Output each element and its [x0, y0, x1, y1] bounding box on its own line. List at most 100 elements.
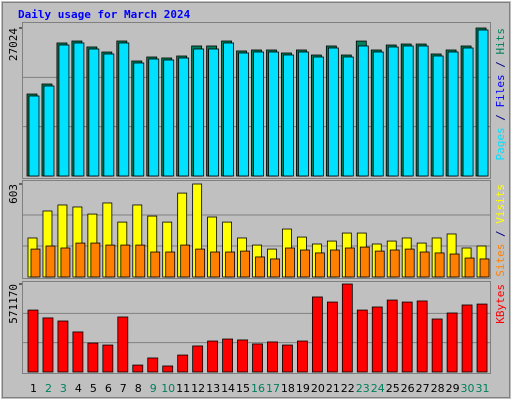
bar: [404, 248, 415, 278]
legend-separator: /: [494, 108, 507, 128]
bar: [359, 246, 370, 278]
x-tick-label: 17: [266, 382, 280, 395]
bar: [416, 300, 428, 373]
bar: [57, 320, 69, 373]
x-tick-label: 15: [236, 382, 250, 395]
x-tick-label: 28: [431, 382, 445, 395]
bar: [237, 339, 248, 373]
bar: [90, 242, 101, 278]
bar: [329, 249, 340, 278]
x-tick-label: 23: [356, 382, 370, 395]
bar: [135, 244, 146, 278]
bar: [120, 244, 131, 278]
bar: [118, 42, 130, 177]
y-tick-label: 571170: [7, 284, 20, 324]
bar: [255, 256, 265, 278]
bar: [42, 317, 54, 373]
bar: [240, 250, 250, 278]
bar: [386, 299, 398, 373]
bar: [150, 251, 161, 278]
bar: [103, 53, 115, 177]
bar: [447, 51, 459, 177]
x-tick-label: 5: [90, 382, 97, 395]
x-tick-label: 29: [446, 382, 460, 395]
bar: [327, 47, 339, 177]
bar: [267, 341, 278, 373]
bar: [75, 242, 86, 278]
x-tick-label: 8: [135, 382, 142, 395]
legend-separator: /: [494, 55, 507, 75]
legend-entry: Sites: [494, 244, 507, 277]
x-tick-label: 19: [296, 382, 310, 395]
bar: [45, 245, 56, 278]
x-tick-label: 27: [416, 382, 430, 395]
bar: [117, 316, 129, 373]
bar: [58, 44, 70, 177]
bar: [371, 306, 383, 373]
bar: [193, 48, 205, 177]
bar: [30, 248, 41, 278]
bar: [147, 357, 159, 373]
bar: [401, 301, 413, 373]
bar: [285, 247, 295, 278]
x-tick-label: 11: [176, 382, 190, 395]
bar: [419, 251, 430, 278]
x-tick-label: 1: [30, 382, 37, 395]
bar: [342, 56, 354, 177]
bar: [389, 249, 400, 278]
legend-entry: Hits: [494, 28, 507, 55]
bar: [132, 364, 144, 373]
x-tick-label: 6: [105, 382, 112, 395]
bar: [298, 51, 309, 177]
bar: [431, 318, 443, 373]
bar: [43, 85, 55, 177]
bar: [356, 309, 368, 373]
x-tick-label: 4: [75, 382, 82, 395]
x-tick-label: 2: [45, 382, 52, 395]
bar: [462, 47, 474, 177]
x-tick-label: 22: [341, 382, 355, 395]
bar: [357, 45, 369, 177]
bar: [105, 244, 116, 278]
bar: [432, 55, 444, 177]
bar: [270, 258, 280, 278]
bar: [446, 312, 458, 373]
bar: [27, 309, 39, 373]
x-tick-label: 21: [326, 382, 340, 395]
legend-entry: Pages: [494, 127, 507, 160]
bar: [434, 252, 445, 278]
legend-separator: /: [494, 224, 507, 244]
bar: [208, 48, 220, 177]
x-tick-label: 16: [251, 382, 265, 395]
bar: [133, 62, 145, 177]
bar: [341, 283, 353, 373]
x-tick-label: 13: [206, 382, 220, 395]
bar: [88, 48, 100, 177]
bar: [195, 248, 206, 278]
bar: [165, 251, 176, 278]
x-tick-label: 7: [120, 382, 127, 395]
bar: [210, 251, 221, 278]
bar: [222, 338, 233, 373]
bar: [252, 343, 263, 373]
legend-entry: Files: [494, 74, 507, 107]
bar: [72, 331, 84, 373]
bar: [314, 252, 325, 278]
legend: Sites / Visits: [494, 184, 507, 277]
x-tick-label: 25: [386, 382, 400, 395]
x-tick-label: 9: [150, 382, 157, 395]
chart-title: Daily usage for March 2024: [18, 8, 191, 21]
x-tick-label: 26: [401, 382, 415, 395]
bar: [417, 45, 429, 177]
bar: [225, 251, 235, 278]
y-tick-label: 603: [7, 184, 20, 204]
bar: [60, 247, 71, 278]
bar: [282, 344, 293, 373]
bar: [162, 365, 174, 373]
bar: [192, 345, 204, 373]
bar: [326, 301, 338, 373]
bar: [238, 52, 249, 177]
legend-entry: Visits: [494, 184, 507, 224]
legend: Pages / Files / Hits: [494, 28, 507, 161]
